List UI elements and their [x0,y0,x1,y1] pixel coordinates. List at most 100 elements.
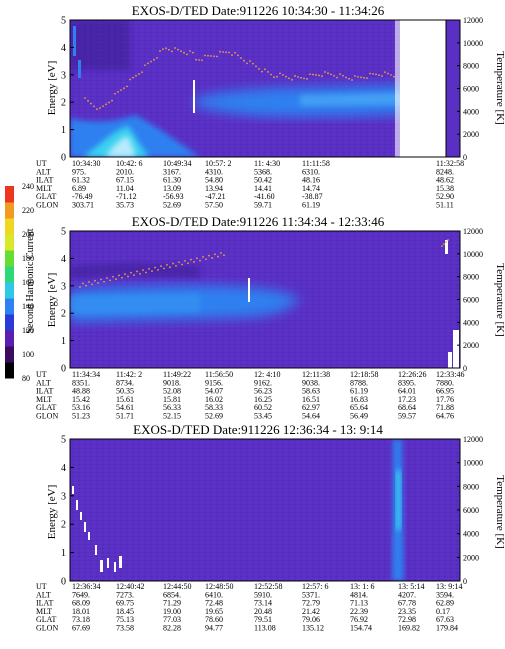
orbit-table-cell: -38.87 [302,192,323,201]
temperature-point [378,74,380,76]
temperature-point [297,76,299,78]
temperature-point [291,78,293,81]
temperature-point [135,74,137,77]
orbit-row-label: ALT [36,378,51,387]
temperature-point [195,58,197,61]
orbit-table-cell: 12:11:38 [302,370,330,379]
temperature-point [118,274,120,277]
temperature-point [87,99,89,102]
temperature-point [120,89,122,91]
orbit-table-cell: 7273. [116,590,134,599]
temperature-point [315,74,317,76]
temperature-point [174,47,176,49]
panel-2-y-ticks: 0 1 2 3 4 5 [61,227,74,375]
panel-2-spectrogram [70,231,460,368]
temperature-point [294,75,296,77]
orbit-row-label: MLT [36,607,52,616]
orbit-table-cell: 64.76 [436,412,454,421]
orbit-table-cell: 72.48 [205,599,223,608]
orbit-table-cell: 62.97 [302,403,320,412]
orbit-row-label: GLAT [36,615,57,624]
temperature-point [96,108,98,111]
orbit-table-cell: 23.35 [398,607,416,616]
orbit-table-cell: 12: 4:10 [254,370,280,379]
temperature-point [202,256,204,258]
panel-3-ylabel: Energy [eV] [46,485,58,539]
orbit-table-cell: 12:36:34 [72,582,100,591]
orbit-row-label: UT [36,582,47,591]
temperature-point [205,258,207,261]
temperature-point [189,50,191,52]
orbit-table-cell: 12:18:58 [350,370,378,379]
panel-2: EXOS-D/TED Date:911226 11:34:34 - 12:33:… [36,214,505,421]
orbit-table-cell: 79.06 [302,615,320,624]
temperature-point [288,77,290,80]
temperature-point [112,275,114,278]
orbit-table-cell: 76.92 [350,615,368,624]
temperature-point [162,48,164,51]
temperature-point [114,92,116,95]
y2-tick-label: 10000 [463,39,483,48]
orbit-table-cell: 12:57: 6 [302,582,328,591]
temperature-point [106,277,108,279]
orbit-table-cell: 67.15 [116,176,134,185]
temperature-point [105,103,107,106]
colorbar-swatch [5,330,14,347]
temperature-point [321,75,323,78]
y2-tick-label: 10000 [463,459,483,468]
temperature-point [211,257,213,259]
temperature-point [330,73,332,76]
orbit-table-cell: 20.48 [254,607,272,616]
colorbar-tick-label: 240 [22,182,34,191]
colorbar-ticks: 80 100 120 140 160 180 200 220 240 [22,182,34,383]
orbit-table-cell: 10:49:34 [163,159,191,168]
y-tick-label: 3 [61,491,66,502]
colorbar-tick-label: 140 [22,302,34,311]
orbit-table-cell: 8351. [72,378,90,387]
orbit-table-cell: 9156. [205,378,223,387]
panel-3-spectrogram [70,439,460,581]
temperature-point [90,102,92,105]
temperature-point [348,77,350,80]
orbit-table-cell: 52.08 [163,387,181,396]
temperature-point [354,75,356,77]
orbit-table-cell: -71.12 [116,192,137,201]
temperature-point [127,275,129,278]
orbit-table-cell: 12:48:50 [205,582,233,591]
orbit-table-cell: -47.21 [205,192,226,201]
panel-1: EXOS-D/TED Date:911226 10:34:30 - 11:34:… [36,3,505,210]
temperature-point [267,71,269,73]
y-tick-label: 3 [61,281,66,292]
temperature-point [157,268,159,271]
temperature-point [445,241,447,243]
orbit-row-label: UT [36,370,47,379]
orbit-table-cell: 12:26:26 [398,370,426,379]
orbit-table-cell: 51.71 [116,412,134,421]
orbit-table-cell: 0.17 [436,607,450,616]
colorbar-tick-label: 200 [22,230,34,239]
y2-tick-label: 12000 [463,435,483,444]
temperature-point [447,239,449,241]
orbit-table-cell: 5371. [302,590,320,599]
orbit-table-cell: 58.33 [205,403,223,412]
orbit-table-cell: -41.60 [254,192,275,201]
temperature-point [166,263,168,266]
orbit-table-cell: 11:56:50 [205,370,233,379]
orbit-table-cell: 17.76 [436,395,454,404]
panel-3-orbit-table: UTALTILATMLTGLATGLON12:36:347649.68.0918… [36,582,462,633]
orbit-row-label: ILAT [36,176,53,185]
orbit-table-cell: 48.88 [72,387,90,396]
temperature-point [390,74,392,76]
orbit-table-cell: 71.13 [350,599,368,608]
orbit-table-cell: 54.07 [205,387,223,396]
orbit-table-cell: 52.90 [436,192,454,201]
colorbar-swatch [5,250,14,267]
temperature-point [285,75,287,78]
temperature-point [240,57,242,59]
colorbar-tick-label: 120 [22,326,34,335]
orbit-table-cell: 8248. [436,167,454,176]
panel-3-y2-ticks: 0 2000 4000 6000 8000 10000 12000 [457,435,483,586]
temperature-point [84,97,86,99]
